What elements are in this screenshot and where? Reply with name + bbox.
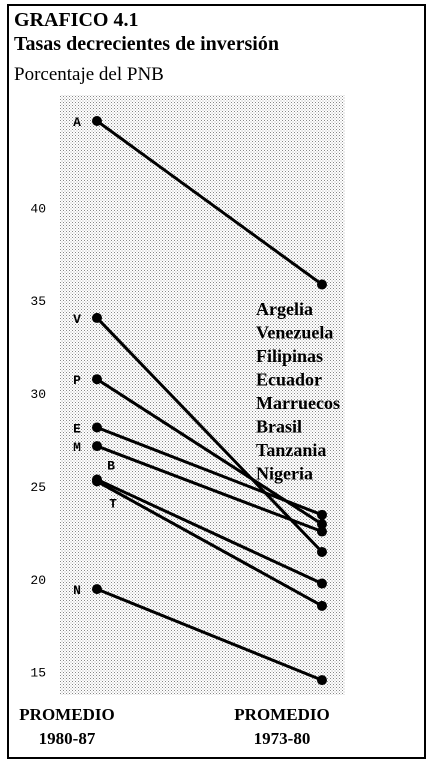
point <box>92 116 102 127</box>
point-label: N <box>73 583 81 598</box>
slope-line <box>96 478 323 585</box>
point <box>92 476 102 487</box>
point <box>317 509 327 520</box>
slope-line <box>96 426 323 517</box>
legend-entry: Argelia <box>256 299 313 319</box>
legend-entry: Marruecos <box>256 393 340 413</box>
y-tick-label: 20 <box>30 573 46 588</box>
point <box>317 546 327 557</box>
point <box>92 312 102 323</box>
plot-area <box>60 95 345 695</box>
frame <box>7 4 426 759</box>
legend-entry: Nigeria <box>256 464 313 484</box>
y-tick-label: 30 <box>30 387 46 402</box>
y-axis-label: Porcentaje del PNB <box>14 64 164 85</box>
point <box>92 422 102 433</box>
point-label: V <box>73 312 81 327</box>
y-tick-label: 40 <box>30 201 46 216</box>
legend-entry: Venezuela <box>256 323 333 343</box>
point <box>92 441 102 452</box>
point <box>92 374 102 385</box>
point <box>92 584 102 595</box>
legend-entry: Filipinas <box>256 346 323 366</box>
point <box>317 279 327 290</box>
x-tick-label: PROMEDIO 1980-87 <box>19 705 114 748</box>
chart-title: GRAFICO 4.1 <box>14 9 138 31</box>
point <box>317 519 327 530</box>
slope-line <box>96 444 323 533</box>
legend-entry: Brasil <box>256 417 302 437</box>
legend-entry: Tanzania <box>256 440 326 460</box>
slope-line <box>96 119 323 286</box>
point-label: E <box>73 422 81 437</box>
y-tick-label: 15 <box>30 666 46 681</box>
slope-line <box>96 587 323 682</box>
slope-line <box>95 316 324 554</box>
point <box>317 675 327 686</box>
point-label: A <box>73 115 81 130</box>
point <box>317 526 327 537</box>
y-tick-label: 35 <box>30 294 46 309</box>
point-label: P <box>73 373 81 388</box>
point <box>317 578 327 589</box>
point-label: M <box>73 440 81 455</box>
chart-subtitle: Tasas decrecientes de inversión <box>14 33 279 55</box>
point <box>317 600 327 611</box>
slope-line <box>96 480 323 608</box>
legend-entry: Ecuador <box>256 370 322 390</box>
point-label: T <box>109 496 117 511</box>
y-tick-label: 25 <box>30 480 46 495</box>
x-tick-label: PROMEDIO 1973-80 <box>234 705 329 748</box>
point-label: B <box>107 459 115 474</box>
